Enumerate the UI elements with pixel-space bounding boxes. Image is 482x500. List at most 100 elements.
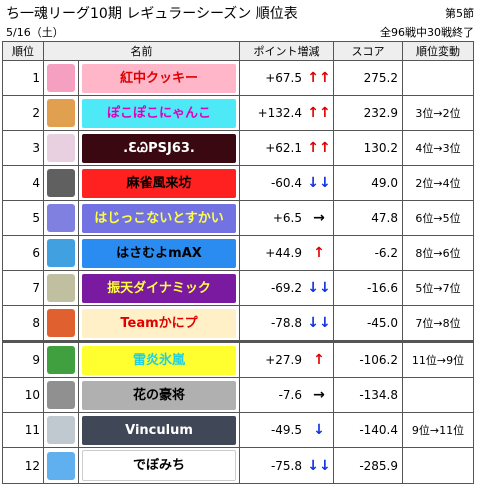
rank-change <box>402 447 474 484</box>
team-name: 振天ダイナミック <box>82 273 236 303</box>
column-header: 名前 <box>43 41 240 61</box>
points: -69.2 <box>239 270 305 306</box>
points: +132.4 <box>239 95 305 131</box>
rank: 8 <box>2 305 44 342</box>
icon-cell <box>43 95 79 131</box>
rank-change: 6位→5位 <box>402 200 474 236</box>
row: 4 麻雀風来坊 -60.4 ↓↓ 49.0 2位→4位 <box>2 165 474 201</box>
trend-arrow: → <box>305 377 334 413</box>
row: 5 はじっこないとすかい +6.5 → 47.8 6位→5位 <box>2 200 474 236</box>
column-header: スコア <box>333 41 403 61</box>
rank-change: 3位→2位 <box>402 95 474 131</box>
score: 232.9 <box>333 95 403 131</box>
score: -106.2 <box>333 340 403 378</box>
team-icon <box>47 64 75 92</box>
team-icon <box>47 239 75 267</box>
points: +67.5 <box>239 60 305 96</box>
trend-arrow: ↑↑ <box>305 60 334 96</box>
name-cell: .ƐᏊPSJ63. <box>78 130 240 166</box>
points: -78.8 <box>239 305 305 342</box>
name-cell: でぼみち <box>78 447 240 484</box>
icon-cell <box>43 340 79 378</box>
trend-arrow: ↑↑ <box>305 130 334 166</box>
icon-cell <box>43 200 79 236</box>
team-name: Teamかにプ <box>82 308 236 338</box>
icon-cell <box>43 270 79 306</box>
round: 第5節 <box>445 7 474 20</box>
column-header: ポイント増減 <box>239 41 334 61</box>
score: -45.0 <box>333 305 403 342</box>
name-cell: はじっこないとすかい <box>78 200 240 236</box>
icon-cell <box>43 377 79 413</box>
rank-change: 11位→9位 <box>402 340 474 378</box>
rank: 10 <box>2 377 44 413</box>
rank-change: 7位→8位 <box>402 305 474 342</box>
row: 9 雷炎氷嵐 +27.9 ↑ -106.2 11位→9位 <box>2 340 474 378</box>
team-icon <box>47 451 75 480</box>
points: +62.1 <box>239 130 305 166</box>
rank: 7 <box>2 270 44 306</box>
trend-arrow: → <box>305 200 334 236</box>
team-name: 花の豪将 <box>82 380 236 410</box>
row: 11 Vinculum -49.5 ↓ -140.4 9位→11位 <box>2 412 474 448</box>
team-icon <box>47 381 75 409</box>
trend-arrow: ↓↓ <box>305 270 334 306</box>
name-cell: はさむよmAX <box>78 235 240 271</box>
trend-arrow: ↑ <box>305 340 334 378</box>
team-icon <box>47 309 75 337</box>
trend-arrow: ↓↓ <box>305 447 334 484</box>
score: -140.4 <box>333 412 403 448</box>
icon-cell <box>43 447 79 484</box>
icon-cell <box>43 305 79 342</box>
points: +27.9 <box>239 340 305 378</box>
score: -134.8 <box>333 377 403 413</box>
rank-change: 5位→7位 <box>402 270 474 306</box>
team-icon <box>47 416 75 444</box>
team-name: 麻雀風来坊 <box>82 168 236 198</box>
name-cell: Vinculum <box>78 412 240 448</box>
row: 1 紅中クッキー +67.5 ↑↑ 275.2 <box>2 60 474 96</box>
score: -6.2 <box>333 235 403 271</box>
column-header: 順位変動 <box>402 41 474 61</box>
score: 130.2 <box>333 130 403 166</box>
rank: 5 <box>2 200 44 236</box>
standings-table: 順位 名前 ポイント増減 スコア 順位変動 1 紅中クッキー +67.5 ↑↑ 275.… <box>2 41 474 484</box>
points: -7.6 <box>239 377 305 413</box>
rank: 2 <box>2 95 44 131</box>
score: 275.2 <box>333 60 403 96</box>
team-name: でぼみち <box>82 450 236 481</box>
points: +44.9 <box>239 235 305 271</box>
column-header: 順位 <box>2 41 44 61</box>
rank: 11 <box>2 412 44 448</box>
header-row: 順位 名前 ポイント増減 スコア 順位変動 <box>2 41 474 61</box>
icon-cell <box>43 235 79 271</box>
rank: 4 <box>2 165 44 201</box>
icon-cell <box>43 130 79 166</box>
rank-change <box>402 377 474 413</box>
row: 3 .ƐᏊPSJ63. +62.1 ↑↑ 130.2 4位→3位 <box>2 130 474 166</box>
name-cell: 麻雀風来坊 <box>78 165 240 201</box>
team-icon <box>47 169 75 197</box>
trend-arrow: ↑↑ <box>305 95 334 131</box>
row: 10 花の豪将 -7.6 → -134.8 <box>2 377 474 413</box>
score: 49.0 <box>333 165 403 201</box>
team-icon <box>47 274 75 302</box>
trend-arrow: ↓↓ <box>305 305 334 342</box>
points: -60.4 <box>239 165 305 201</box>
team-name: はじっこないとすかい <box>82 203 236 233</box>
icon-cell <box>43 412 79 448</box>
rank-change: 2位→4位 <box>402 165 474 201</box>
row: 12 でぼみち -75.8 ↓↓ -285.9 <box>2 447 474 484</box>
trend-arrow: ↓ <box>305 412 334 448</box>
team-name: 雷炎氷嵐 <box>82 345 236 375</box>
row: 7 振天ダイナミック -69.2 ↓↓ -16.6 5位→7位 <box>2 270 474 306</box>
row: 6 はさむよmAX +44.9 ↑ -6.2 8位→6位 <box>2 235 474 271</box>
rank-change <box>402 60 474 96</box>
points: -49.5 <box>239 412 305 448</box>
rank-change: 4位→3位 <box>402 130 474 166</box>
icon-cell <box>43 60 79 96</box>
title: ち一魂リーグ10期 レギュラーシーズン 順位表 <box>6 6 298 22</box>
date: 5/16（土） <box>6 26 64 39</box>
rank-change: 8位→6位 <box>402 235 474 271</box>
trend-arrow: ↑ <box>305 235 334 271</box>
